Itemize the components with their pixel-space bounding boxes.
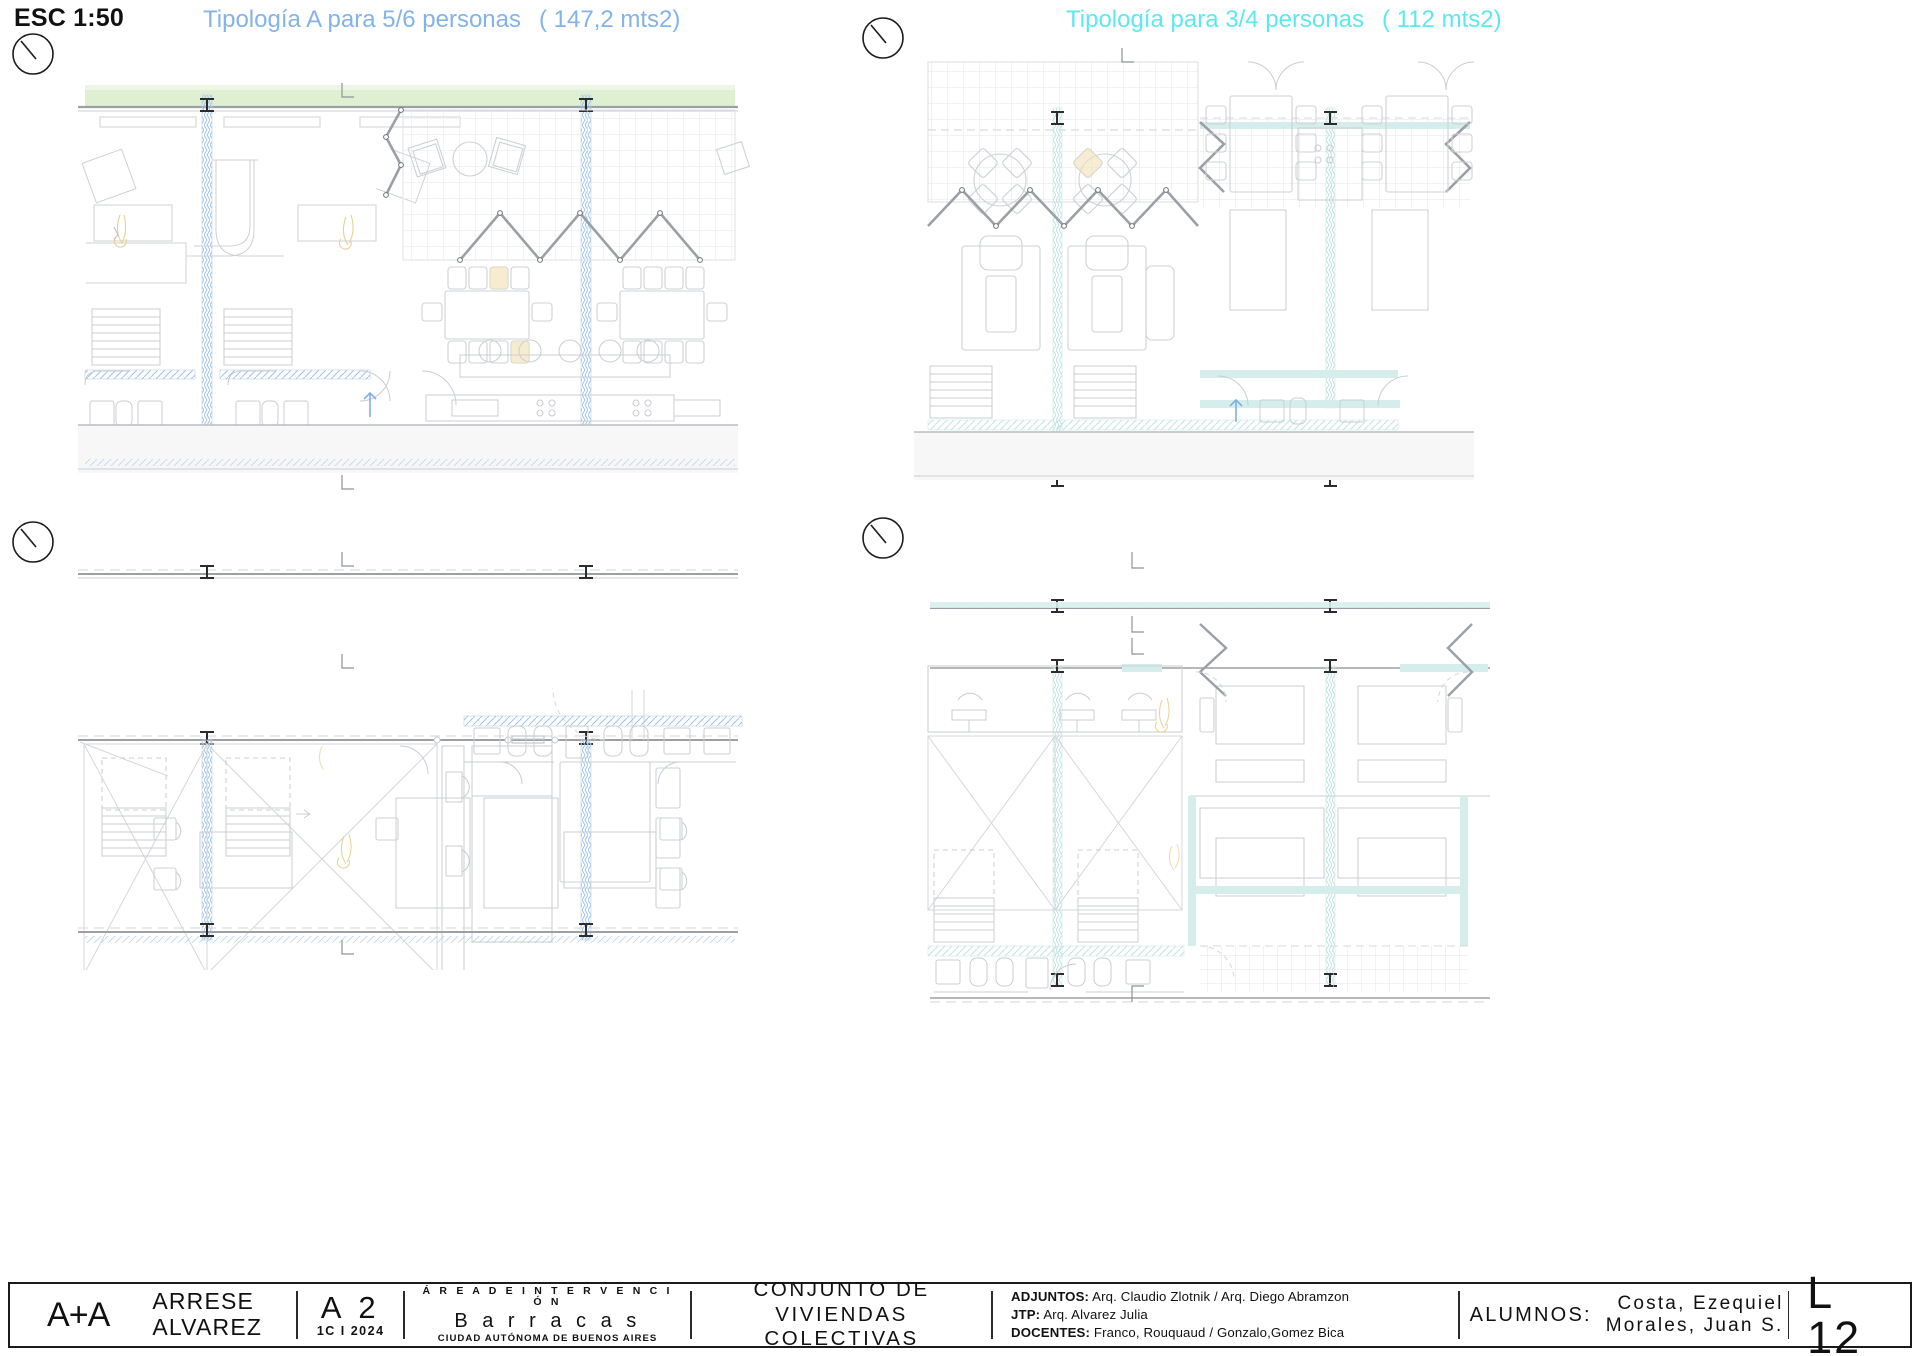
staff-jtp-label: JTP: bbox=[1011, 1307, 1041, 1323]
staff-jtp-row: JTP: Arq. Alvarez Julia bbox=[1011, 1306, 1349, 1324]
staff-adjuntos-label: ADJUNTOS: bbox=[1011, 1289, 1090, 1305]
project-title: CONJUNTO DE VIVIENDAS COLECTIVAS bbox=[696, 1278, 988, 1350]
divider bbox=[991, 1291, 994, 1339]
divider bbox=[1787, 1291, 1790, 1339]
staff-docentes-value: Franco, Rouquaud / Gonzalo,Gomez Bica bbox=[1093, 1324, 1345, 1340]
north-arrow-icon bbox=[860, 14, 906, 60]
plan-title-text: Tipología para 3/4 personas bbox=[1066, 6, 1364, 33]
plan-title-text: Tipología A para 5/6 personas bbox=[203, 6, 521, 33]
student-name-2: Morales, Juan S. bbox=[1605, 1315, 1784, 1336]
plan-area-text: ( 147,2 mts2) bbox=[539, 6, 681, 33]
divider bbox=[1458, 1291, 1460, 1339]
floor-plan-top-left bbox=[60, 55, 760, 495]
floor-plan-bottom-left bbox=[60, 550, 760, 970]
intervention-area: Á R E A D E I N T E R V E N C I Ó N B a … bbox=[409, 1284, 686, 1346]
divider bbox=[296, 1291, 298, 1339]
course-code-text: A 2 bbox=[320, 1290, 381, 1326]
sheet-number: L 12 bbox=[1793, 1270, 1910, 1356]
staff-docentes-row: DOCENTES: Franco, Rouquaud / Gonzalo,Gom… bbox=[1011, 1324, 1349, 1342]
course-code: A 2 1C I 2024 bbox=[302, 1284, 399, 1346]
plan-area-text: ( 112 mts2) bbox=[1381, 6, 1502, 33]
plan-title-top-left: Tipología A para 5/6 personas ( 147,2 mts… bbox=[203, 6, 680, 34]
staff-adjuntos-row: ADJUNTOS: Arq. Claudio Zlotnik / Arq. Di… bbox=[1011, 1288, 1349, 1306]
north-arrow-icon bbox=[10, 518, 56, 564]
floor-plan-bottom-right bbox=[900, 550, 1520, 1010]
staff-docentes-label: DOCENTES: bbox=[1011, 1324, 1091, 1340]
project-line-2: VIVIENDAS COLECTIVAS bbox=[764, 1302, 919, 1351]
studio-line-2: ALVAREZ bbox=[152, 1314, 263, 1340]
floor-plan-top-right bbox=[900, 40, 1520, 510]
project-line-1: CONJUNTO DE bbox=[753, 1278, 930, 1302]
teaching-staff: ADJUNTOS: Arq. Claudio Zlotnik / Arq. Di… bbox=[997, 1284, 1454, 1346]
studio-name: ARRESE ALVAREZ bbox=[146, 1284, 292, 1346]
studio-line-1: ARRESE bbox=[152, 1288, 255, 1315]
divider bbox=[690, 1291, 692, 1339]
logo-text: A+A bbox=[47, 1296, 110, 1334]
area-label: Á R E A D E I N T E R V E N C I Ó N bbox=[422, 1284, 673, 1309]
north-arrow-icon bbox=[10, 30, 56, 76]
staff-jtp-value: Arq. Alvarez Julia bbox=[1043, 1307, 1148, 1323]
students-label: ALUMNOS: bbox=[1469, 1303, 1592, 1326]
area-name: B a r r a c a s bbox=[454, 1310, 641, 1333]
divider bbox=[403, 1291, 405, 1339]
scale-label: ESC 1:50 bbox=[14, 4, 124, 32]
studio-logo: A+A bbox=[10, 1284, 146, 1346]
students-block: ALUMNOS: Costa, Ezequiel Morales, Juan S… bbox=[1464, 1284, 1784, 1346]
title-block: A+A ARRESE ALVAREZ A 2 1C I 2024 Á R E A… bbox=[8, 1270, 1912, 1356]
staff-adjuntos-value: Arq. Claudio Zlotnik / Arq. Diego Abramz… bbox=[1092, 1289, 1350, 1305]
area-city: CIUDAD AUTÓNOMA DE BUENOS AIRES bbox=[437, 1332, 658, 1344]
student-name-1: Costa, Ezequiel bbox=[1617, 1292, 1784, 1314]
course-term-text: 1C I 2024 bbox=[316, 1324, 385, 1339]
north-arrow-icon bbox=[860, 514, 906, 560]
sheet-number-text: L 12 bbox=[1807, 1267, 1862, 1356]
plan-title-top-right: Tipología para 3/4 personas ( 112 mts2) bbox=[1066, 6, 1502, 34]
